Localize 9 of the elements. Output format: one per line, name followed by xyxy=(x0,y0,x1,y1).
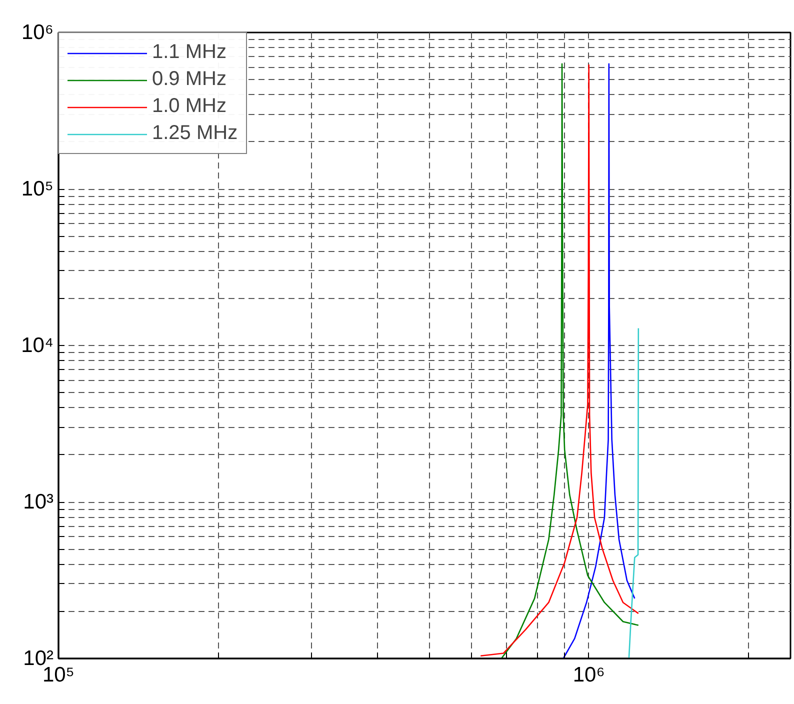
line-series xyxy=(628,328,640,658)
y-tick-label: 10³ xyxy=(23,490,54,514)
legend-label: 1.25 MHz xyxy=(152,122,238,145)
y-tick-label: 10⁵ xyxy=(21,178,54,200)
legend-label: 1.1 MHz xyxy=(152,41,226,64)
y-tick-label: 10⁶ xyxy=(22,21,54,44)
y-tick-label: 10⁴ xyxy=(21,334,54,357)
legend-label: 1.0 MHz xyxy=(152,95,226,118)
legend-label: 0.9 MHz xyxy=(152,68,226,91)
